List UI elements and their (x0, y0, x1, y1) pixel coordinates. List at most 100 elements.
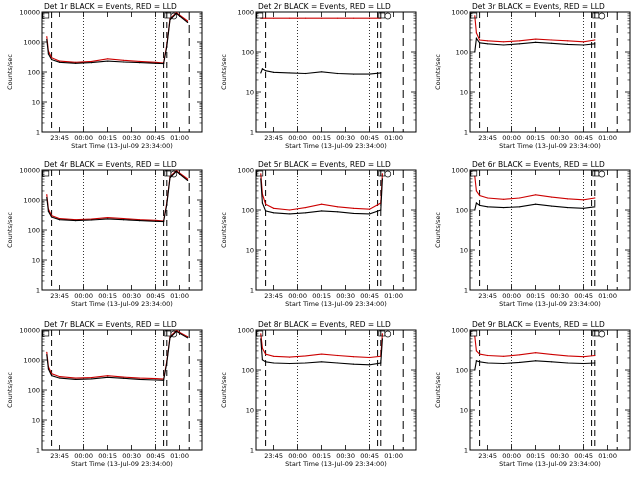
panel-title: Det 6r BLACK = Events, RED = LLD (472, 160, 605, 169)
y-tick-label: 10 (460, 246, 468, 254)
data-point (479, 42, 481, 44)
data-point (305, 212, 307, 214)
data-point (567, 40, 569, 42)
data-point (487, 43, 489, 45)
x-tick-label: 00:15 (312, 292, 331, 300)
data-point (46, 197, 48, 199)
data-point (503, 362, 505, 365)
data-point (107, 60, 109, 62)
y-axis-label: Counts/sec (434, 212, 442, 248)
y-tick-label: 1 (36, 128, 40, 136)
data-point (487, 354, 489, 357)
panel-det-3: Det 3r BLACK = Events, RED = LLD 1 10 100 10… (434, 2, 631, 150)
x-tick-label: 00:15 (526, 452, 545, 460)
data-point (305, 362, 307, 364)
y-tick-label: 1 (464, 128, 468, 136)
data-point (51, 375, 53, 377)
end-circle-icon (598, 170, 606, 178)
y-axis-label: Counts/sec (220, 54, 228, 90)
data-point (337, 17, 339, 19)
end-marker-icon (164, 12, 172, 19)
data-point (305, 206, 307, 209)
data-point (535, 38, 537, 40)
x-tick-label: 01:00 (598, 134, 617, 142)
plot-frame (255, 329, 417, 451)
data-point (163, 379, 165, 381)
x-axis-label: Start Time (13-Jul-09 23:34:00) (285, 300, 387, 308)
data-point (289, 362, 291, 365)
data-point (305, 355, 307, 357)
data-point (265, 210, 267, 212)
data-point (51, 58, 53, 61)
series-line-black (474, 202, 595, 211)
data-point (475, 202, 477, 204)
y-tick-label: 1 (250, 128, 254, 136)
data-point (551, 42, 553, 44)
x-tick-label: 00:00 (288, 452, 307, 460)
data-point (567, 355, 569, 357)
data-point (107, 216, 109, 219)
data-point (107, 58, 109, 60)
data-point (594, 43, 596, 45)
data-point (583, 362, 585, 365)
x-tick-label: 00:15 (526, 134, 545, 142)
y-axis-label: Counts/sec (434, 54, 442, 90)
data-point (139, 377, 141, 379)
x-tick-label: 23:45 (50, 292, 69, 300)
x-tick-label: 00:00 (74, 292, 93, 300)
x-tick-label: 01:00 (170, 452, 189, 460)
y-tick-label: 1 (464, 286, 468, 294)
x-axis-label: Start Time (13-Jul-09 23:34:00) (71, 460, 173, 468)
data-point (107, 376, 109, 378)
x-tick-label: 23:45 (478, 452, 497, 460)
y-tick-label: 10 (32, 416, 40, 424)
y-tick-label: 10 (460, 406, 468, 414)
data-point (474, 51, 476, 53)
x-tick-label: 00:45 (360, 452, 379, 460)
data-point (551, 39, 553, 41)
data-point (75, 62, 77, 64)
data-point (273, 207, 275, 209)
x-tick-label: 00:30 (122, 452, 141, 460)
data-point (139, 60, 141, 63)
x-tick-label: 01:00 (170, 292, 189, 300)
data-point (583, 44, 585, 46)
data-point (305, 72, 307, 75)
data-point (166, 46, 168, 48)
x-tick-label: 00:45 (146, 134, 165, 142)
y-tick-label: 100 (28, 68, 40, 76)
data-point (187, 178, 189, 180)
data-point (475, 32, 477, 34)
data-point (381, 178, 383, 180)
x-tick-label: 00:15 (312, 134, 331, 142)
x-tick-label: 23:45 (264, 452, 283, 460)
data-point (535, 352, 537, 354)
y-tick-label: 10000 (19, 326, 40, 334)
data-point (321, 361, 323, 363)
x-tick-label: 23:45 (50, 134, 69, 142)
data-point (369, 213, 371, 215)
panel-title: Det 1r BLACK = Events, RED = LLD (44, 2, 177, 11)
data-point (59, 375, 61, 378)
data-point (289, 72, 291, 74)
data-point (594, 206, 596, 208)
data-point (59, 60, 61, 62)
data-point (155, 61, 157, 63)
x-tick-label: 00:15 (526, 292, 545, 300)
data-point (535, 41, 537, 43)
plot-frame (255, 169, 417, 291)
series-line-red (474, 15, 595, 43)
data-point (535, 194, 537, 196)
data-point (337, 362, 339, 364)
panel-title: Det 2r BLACK = Events, RED = LLD (258, 2, 391, 11)
data-point (169, 337, 171, 339)
data-point (107, 375, 109, 377)
data-point (46, 354, 48, 356)
y-tick-label: 1000 (237, 166, 254, 174)
data-point (46, 194, 48, 196)
x-axis-label: Start Time (13-Jul-09 23:34:00) (499, 460, 601, 468)
data-point (551, 205, 553, 207)
end-circle-icon (170, 12, 178, 20)
data-point (169, 177, 171, 179)
